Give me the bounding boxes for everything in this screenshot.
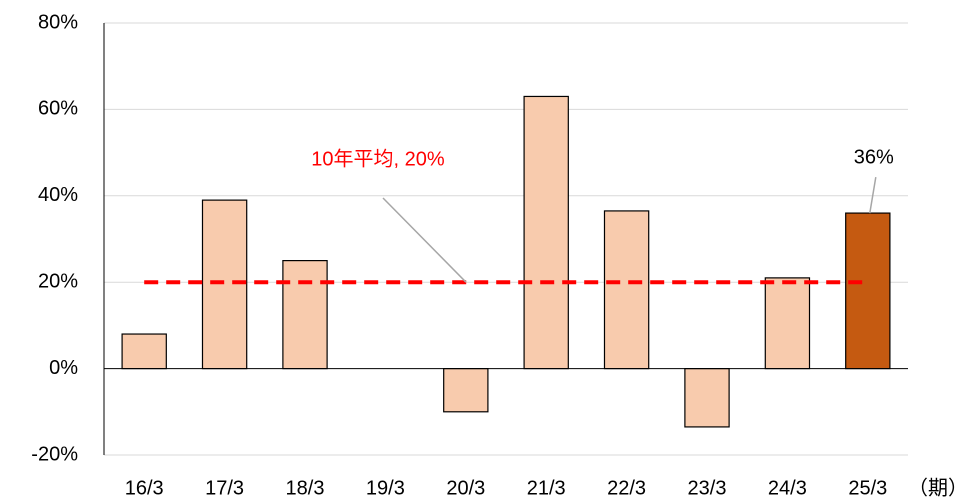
- bar: [443, 368, 489, 413]
- y-tick-label: 0%: [49, 357, 78, 379]
- y-tick-label: 80%: [38, 11, 78, 33]
- x-tick-label: 19/3: [366, 477, 405, 499]
- y-tick-label: 40%: [38, 184, 78, 206]
- x-tick-label: 24/3: [768, 477, 807, 499]
- x-tick-label: 23/3: [688, 477, 727, 499]
- leader-line: [382, 197, 467, 283]
- bar: [603, 210, 650, 370]
- bar: [282, 260, 328, 370]
- x-unit: （期）: [908, 476, 964, 499]
- average-label: 10年平均, 20%: [311, 147, 445, 170]
- leader-line: [869, 176, 877, 214]
- bar: [201, 199, 248, 370]
- x-tick-label: 16/3: [125, 477, 164, 499]
- value-label: 36%: [854, 146, 894, 168]
- bar: [764, 277, 811, 370]
- bar: [684, 368, 730, 428]
- bar: [523, 95, 569, 370]
- x-tick-label: 22/3: [607, 477, 646, 499]
- y-tick-label: 20%: [38, 270, 78, 292]
- y-tick-label: 60%: [38, 98, 78, 120]
- x-tick-label: 18/3: [286, 477, 325, 499]
- x-tick-label: 17/3: [205, 477, 244, 499]
- x-tick-label: 21/3: [527, 477, 566, 499]
- x-tick-label: 20/3: [446, 477, 485, 499]
- x-tick-label: 25/3: [848, 477, 887, 499]
- bar: [121, 333, 167, 370]
- bar: [845, 212, 891, 370]
- y-tick-label: -20%: [31, 443, 78, 465]
